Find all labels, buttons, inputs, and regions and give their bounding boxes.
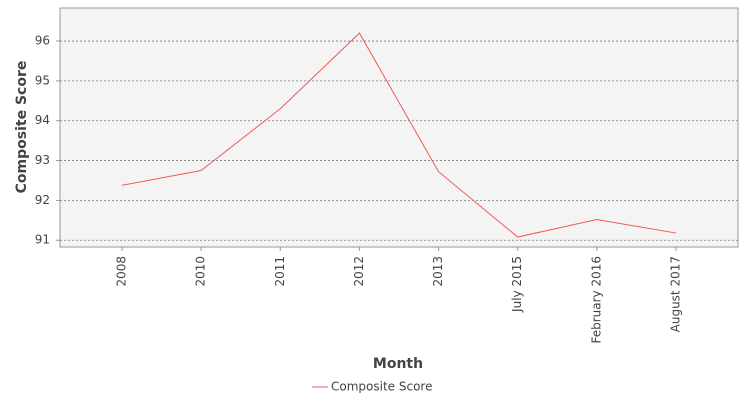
y-tick-label: 93 <box>35 153 50 167</box>
y-tick-label: 95 <box>35 73 50 87</box>
x-tick-label: 2010 <box>194 256 208 287</box>
y-axis-title: Composite Score <box>14 61 30 194</box>
x-tick-label: 2013 <box>431 256 445 287</box>
x-tick-label: 2012 <box>352 256 366 287</box>
y-tick-label: 92 <box>35 193 50 207</box>
x-tick-label: February 2016 <box>589 256 603 344</box>
x-tick-label: 2008 <box>115 256 129 287</box>
x-tick-label: August 2017 <box>669 256 683 332</box>
x-axis-title: Month <box>373 356 423 372</box>
line <box>121 32 677 238</box>
y-tick-label: 94 <box>35 113 50 127</box>
plot-area <box>59 7 739 248</box>
y-tick-label: 91 <box>35 233 50 247</box>
legend-label: Composite Score <box>331 380 432 394</box>
y-tick-label: 96 <box>35 34 50 48</box>
x-tick-label: July 2015 <box>510 256 524 313</box>
x-tick-label: 2011 <box>273 256 287 287</box>
